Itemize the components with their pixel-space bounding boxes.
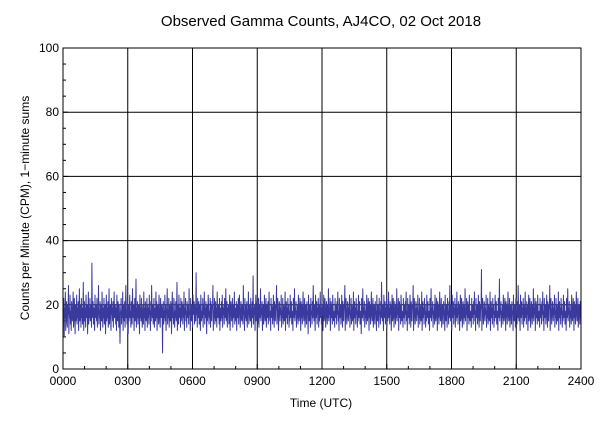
x-tick-label: 0600 bbox=[179, 374, 206, 388]
x-tick-label: 0900 bbox=[244, 374, 271, 388]
y-tick-label: 20 bbox=[46, 298, 60, 312]
x-tick-label: 0300 bbox=[114, 374, 141, 388]
y-tick-label: 40 bbox=[46, 234, 60, 248]
x-tick-label: 1800 bbox=[438, 374, 465, 388]
plot-area bbox=[62, 47, 582, 370]
y-tick-label: 80 bbox=[46, 105, 60, 119]
y-tick-label: 100 bbox=[39, 41, 59, 55]
plot-frame bbox=[62, 47, 582, 370]
y-axis-tick-labels: 0 20 40 60 80 100 bbox=[39, 41, 59, 376]
x-tick-label: 2100 bbox=[503, 374, 530, 388]
x-axis-label: Time (UTC) bbox=[290, 396, 352, 410]
x-tick-label: 1500 bbox=[373, 374, 400, 388]
x-tick-label: 0000 bbox=[50, 374, 77, 388]
y-tick-label: 0 bbox=[52, 362, 59, 376]
y-axis-label: Counts per Minute (CPM), 1−minute sums bbox=[18, 96, 32, 320]
x-tick-label: 1200 bbox=[309, 374, 336, 388]
series-line-cpm bbox=[62, 262, 582, 354]
y-tick-label: 60 bbox=[46, 169, 60, 183]
x-tick-label: 2400 bbox=[568, 374, 595, 388]
x-axis-tick-labels: 0000 0300 0600 0900 1200 1500 1800 2100 2400 bbox=[50, 374, 595, 388]
chart-title: Observed Gamma Counts, AJ4CO, 02 Oct 201… bbox=[161, 13, 481, 30]
